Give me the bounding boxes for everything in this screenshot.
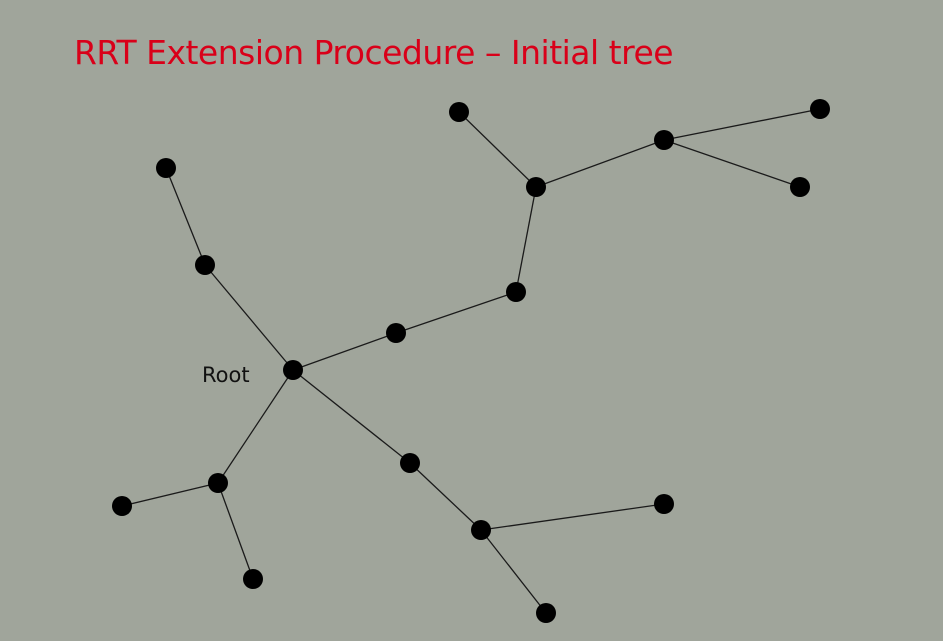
tree-node — [471, 520, 491, 540]
tree-edge — [165, 167, 206, 266]
tree-edge — [515, 186, 537, 293]
tree-node — [386, 323, 406, 343]
tree-edge — [292, 369, 411, 464]
tree-node — [526, 177, 546, 197]
tree-node — [654, 130, 674, 150]
tree-node — [536, 603, 556, 623]
tree-edge — [663, 108, 821, 141]
tree-node — [790, 177, 810, 197]
tree-edges — [121, 108, 821, 614]
tree-edge — [535, 139, 665, 188]
tree-node — [208, 473, 228, 493]
tree-node — [400, 453, 420, 473]
tree-node — [156, 158, 176, 178]
tree-edge — [121, 482, 219, 507]
tree-edge — [480, 503, 665, 531]
tree-node — [195, 255, 215, 275]
tree-edge — [480, 529, 547, 614]
root-label: Root — [202, 363, 250, 387]
tree-node — [654, 494, 674, 514]
root-node — [283, 360, 303, 380]
tree-node — [506, 282, 526, 302]
tree-node — [243, 569, 263, 589]
slide-title: RRT Extension Procedure – Initial tree — [74, 33, 674, 72]
tree-edge — [409, 462, 482, 531]
tree-edge — [663, 139, 801, 188]
tree-node — [449, 102, 469, 122]
tree-edge — [204, 264, 294, 371]
tree-node — [112, 496, 132, 516]
tree-nodes — [112, 99, 830, 623]
tree-edge — [458, 111, 537, 188]
tree-edge — [217, 482, 254, 580]
tree-edge — [292, 332, 397, 371]
tree-edge — [395, 291, 517, 334]
tree-edge — [217, 369, 294, 484]
tree-node — [810, 99, 830, 119]
